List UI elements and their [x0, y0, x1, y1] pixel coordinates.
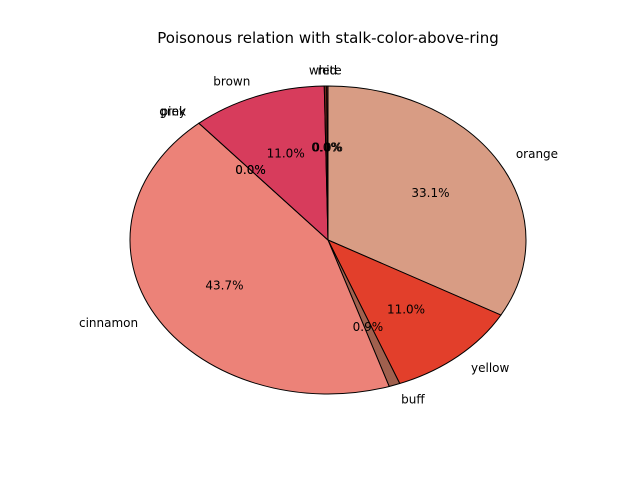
pie-slice-yellow — [327, 239, 502, 385]
slice-percent-red: 0.0% — [312, 141, 343, 155]
slice-label-yellow: yellow — [471, 361, 509, 375]
slice-percent-grey: 0.0% — [235, 163, 266, 177]
pie-slice-orange — [327, 85, 527, 316]
slice-percent-pink: 0.0% — [235, 163, 266, 177]
chart-title: Poisonous relation with stalk-color-abov… — [157, 29, 498, 47]
slice-percent-buff: 0.9% — [353, 320, 384, 334]
slice-label-red: red — [317, 64, 337, 78]
pie-slice-brown — [198, 85, 329, 241]
slice-label-orange: orange — [516, 147, 558, 161]
pie-slice-red — [326, 85, 329, 241]
slice-label-grey: grey — [159, 105, 186, 119]
pie-percent-labels: 33.1%11.0%0.9%43.7%0.0%0.0%11.0% 0.0%0.0% — [205, 141, 449, 334]
pie-slice-cinnamon — [129, 122, 390, 395]
slice-label-buff: buff — [401, 393, 425, 407]
slice-label-pink: pink — [161, 105, 187, 119]
slice-percent-brown: 11.0% — [267, 147, 305, 161]
slice-percent-white: 0.0% — [311, 141, 342, 155]
slice-percent-orange: 33.1% — [411, 186, 449, 200]
slice-label-cinnamon: cinnamon — [79, 316, 138, 330]
slice-label-brown: brown — [213, 75, 250, 89]
slice-percent-cinnamon: 43.7% — [205, 278, 243, 292]
slice-percent-yellow: 11.0% — [387, 303, 425, 317]
slice-label-white: white — [309, 64, 342, 78]
pie-slices — [129, 85, 527, 395]
